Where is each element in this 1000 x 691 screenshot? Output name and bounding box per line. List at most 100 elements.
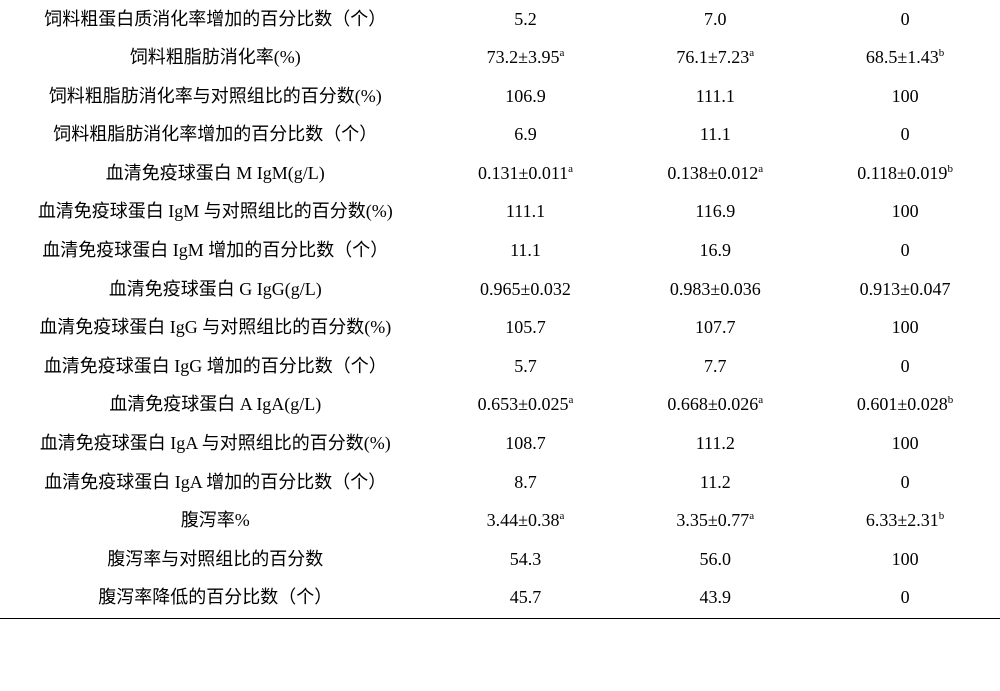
cell-value: 56.0: [700, 549, 732, 569]
row-label: 腹泻率与对照组比的百分数: [0, 540, 431, 579]
cell-value: 111.1: [506, 201, 545, 221]
table-row: 血清免疫球蛋白 IgA 增加的百分比数（个）8.711.20: [0, 463, 1000, 502]
cell-value: 116.9: [695, 201, 735, 221]
data-cell: 0.653±0.025a: [431, 386, 621, 425]
row-label: 饲料粗脂肪消化率与对照组比的百分数(%): [0, 77, 431, 116]
cell-superscript: b: [947, 163, 953, 175]
cell-superscript: a: [569, 394, 574, 406]
cell-value: 6.9: [514, 124, 537, 144]
data-cell: 0.668±0.026a: [620, 386, 810, 425]
data-cell: 0.965±0.032: [431, 270, 621, 309]
table-row: 血清免疫球蛋白 M IgM(g/L)0.131±0.011a0.138±0.01…: [0, 154, 1000, 193]
row-label: 饲料粗脂肪消化率增加的百分比数（个）: [0, 116, 431, 155]
data-cell: 0.118±0.019b: [810, 154, 1000, 193]
data-cell: 6.9: [431, 116, 621, 155]
cell-value: 107.7: [695, 317, 736, 337]
data-cell: 0.601±0.028b: [810, 386, 1000, 425]
cell-value: 111.2: [696, 433, 735, 453]
data-cell: 106.9: [431, 77, 621, 116]
data-cell: 108.7: [431, 425, 621, 464]
cell-value: 0.601±0.028: [857, 394, 948, 414]
table-row: 饲料粗脂肪消化率增加的百分比数（个）6.911.10: [0, 116, 1000, 155]
cell-superscript: a: [749, 47, 754, 59]
table-row: 血清免疫球蛋白 G IgG(g/L) 0.965±0.032 0.983±0.036…: [0, 270, 1000, 309]
table-row: 饲料粗蛋白质消化率增加的百分比数（个）5.2 7.0 0: [0, 0, 1000, 39]
cell-value: 7.0: [704, 9, 727, 29]
data-table: 饲料粗蛋白质消化率增加的百分比数（个）5.27.00饲料粗脂肪消化率(%)73.…: [0, 0, 1000, 619]
data-cell: 0: [810, 232, 1000, 271]
row-label: 血清免疫球蛋白 IgM 与对照组比的百分数(%): [0, 193, 431, 232]
cell-value: 108.7: [505, 433, 546, 453]
data-cell: 100: [810, 193, 1000, 232]
cell-value: 43.9: [700, 587, 732, 607]
table-row: 饲料粗脂肪消化率与对照组比的百分数(%) 106.9 111.1 100: [0, 77, 1000, 116]
cell-value: 0.913±0.047: [860, 279, 951, 299]
cell-superscript: b: [948, 394, 954, 406]
table-row: 血清免疫球蛋白 IgM 与对照组比的百分数(%) 111.1 116.9 100: [0, 193, 1000, 232]
data-cell: 111.2: [620, 425, 810, 464]
cell-value: 45.7: [510, 587, 542, 607]
data-cell: 100: [810, 425, 1000, 464]
table-row: 血清免疫球蛋白 A IgA(g/L)0.653±0.025a0.668±0.02…: [0, 386, 1000, 425]
cell-value: 0: [901, 9, 910, 29]
data-cell: 45.7: [431, 579, 621, 618]
data-cell: 0.138±0.012a: [620, 154, 810, 193]
data-cell: 100: [810, 77, 1000, 116]
cell-value: 105.7: [505, 317, 546, 337]
cell-value: 6.33±2.31: [866, 510, 939, 530]
row-label: 腹泻率降低的百分比数（个）: [0, 579, 431, 618]
table-row: 血清免疫球蛋白 IgG 增加的百分比数（个）5.77.70: [0, 347, 1000, 386]
data-cell: 5.2: [431, 0, 621, 39]
data-cell: 100: [810, 540, 1000, 579]
cell-value: 0.653±0.025: [478, 394, 569, 414]
row-label: 血清免疫球蛋白 IgA 增加的百分比数（个）: [0, 463, 431, 502]
cell-value: 0.965±0.032: [480, 279, 571, 299]
data-cell: 11.1: [620, 116, 810, 155]
data-cell: 100: [810, 309, 1000, 348]
cell-superscript: a: [749, 510, 754, 522]
cell-value: 73.2±3.95: [487, 47, 560, 67]
cell-value: 11.1: [510, 240, 541, 260]
data-cell: 0: [810, 0, 1000, 39]
cell-value: 106.9: [505, 86, 546, 106]
data-cell: 105.7: [431, 309, 621, 348]
cell-superscript: a: [758, 163, 763, 175]
data-cell: 73.2±3.95a: [431, 39, 621, 78]
cell-value: 111.1: [696, 86, 735, 106]
data-cell: 0.983±0.036: [620, 270, 810, 309]
row-label: 饲料粗脂肪消化率(%): [0, 39, 431, 78]
row-label: 腹泻率%: [0, 502, 431, 541]
row-label: 血清免疫球蛋白 IgG 增加的百分比数（个）: [0, 347, 431, 386]
cell-value: 0.668±0.026: [667, 394, 758, 414]
data-cell: 7.0: [620, 0, 810, 39]
cell-value: 68.5±1.43: [866, 47, 939, 67]
table-row: 腹泻率%3.44±0.38a3.35±0.77a6.33±2.31b: [0, 502, 1000, 541]
cell-value: 0.131±0.011: [478, 163, 568, 183]
cell-value: 100: [892, 201, 919, 221]
row-label: 血清免疫球蛋白 IgA 与对照组比的百分数(%): [0, 425, 431, 464]
data-cell: 56.0: [620, 540, 810, 579]
data-cell: 16.9: [620, 232, 810, 271]
data-cell: 0: [810, 347, 1000, 386]
row-label: 饲料粗蛋白质消化率增加的百分比数（个）: [0, 0, 431, 39]
cell-value: 5.7: [514, 356, 537, 376]
cell-superscript: a: [568, 163, 573, 175]
cell-value: 100: [892, 433, 919, 453]
cell-value: 11.2: [700, 472, 731, 492]
data-cell: 6.33±2.31b: [810, 502, 1000, 541]
cell-value: 11.1: [700, 124, 731, 144]
table-row: 腹泻率与对照组比的百分数54.356.0100: [0, 540, 1000, 579]
cell-value: 0.983±0.036: [670, 279, 761, 299]
data-cell: 0.131±0.011a: [431, 154, 621, 193]
data-cell: 11.1: [431, 232, 621, 271]
data-cell: 3.35±0.77a: [620, 502, 810, 541]
data-cell: 111.1: [620, 77, 810, 116]
row-label: 血清免疫球蛋白 G IgG(g/L): [0, 270, 431, 309]
data-cell: 107.7: [620, 309, 810, 348]
row-label: 血清免疫球蛋白 IgM 增加的百分比数（个）: [0, 232, 431, 271]
cell-superscript: a: [758, 394, 763, 406]
table-row: 血清免疫球蛋白 IgA 与对照组比的百分数(%) 108.7 111.2 100: [0, 425, 1000, 464]
cell-value: 8.7: [514, 472, 537, 492]
cell-value: 3.35±0.77: [676, 510, 749, 530]
data-cell: 0: [810, 579, 1000, 618]
